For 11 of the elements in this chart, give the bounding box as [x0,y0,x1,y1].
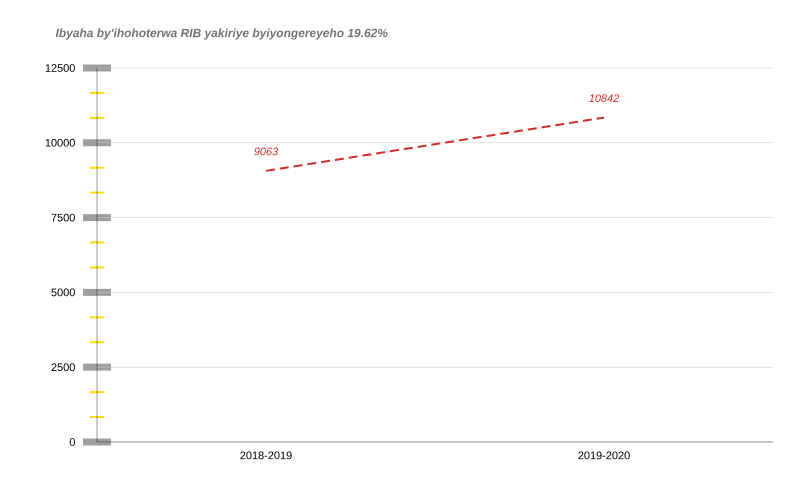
data-label: 9063 [254,148,278,156]
chart-title: Ibyaha by'ihohoterwa RIB yakiriye byiyongereyeho 19.62% [56,28,388,40]
y-tick-label: 7500 [52,214,75,222]
y-tick-label: 12500 [46,64,75,72]
x-tick-label: 2018-2019 [240,452,292,460]
data-label: 10842 [589,94,620,102]
y-tick-label: 10000 [46,138,75,147]
y-tick-label: 2500 [52,363,75,372]
y-tick-label: 5000 [51,288,75,296]
x-tick-label: 2019-2020 [578,452,630,460]
y-tick-label: 0 [70,438,75,446]
